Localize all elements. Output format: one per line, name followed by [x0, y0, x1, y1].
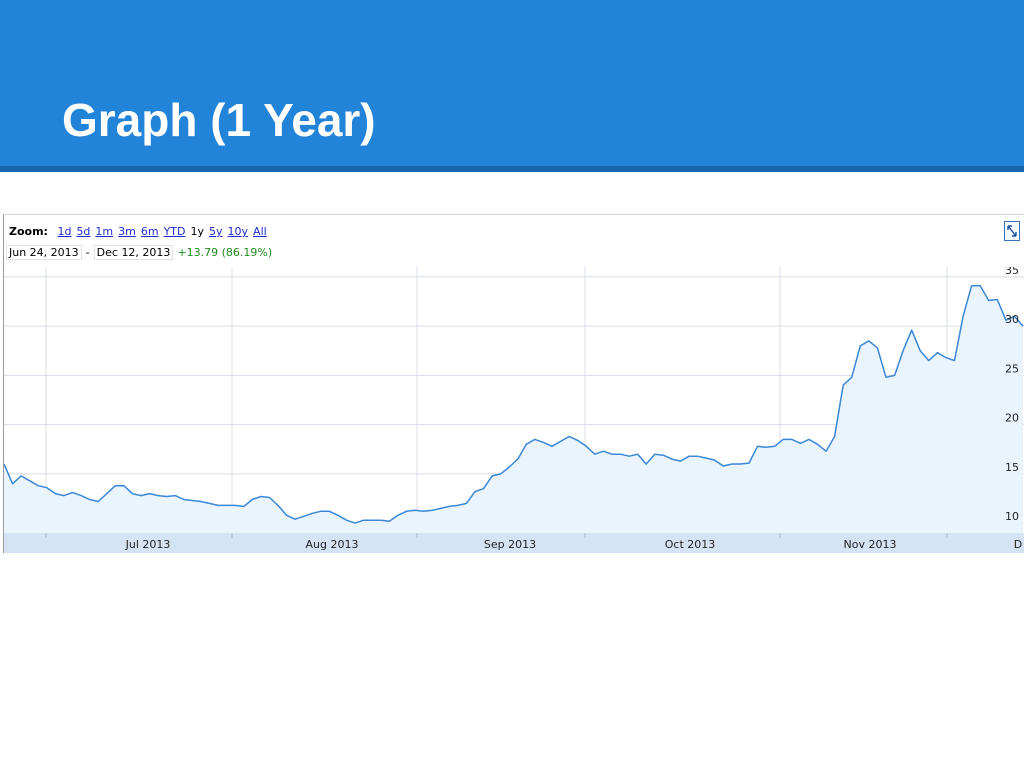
zoom-option-3m[interactable]: 3m — [118, 225, 136, 238]
zoom-option-6m[interactable]: 6m — [140, 225, 159, 238]
zoom-option-5y[interactable]: 5y — [209, 225, 223, 238]
zoom-option-1y[interactable]: 1y — [190, 225, 205, 238]
zoom-option-1m[interactable]: 1m — [95, 225, 114, 238]
expand-button[interactable] — [1004, 221, 1020, 241]
zoom-label: Zoom: — [9, 225, 48, 238]
series-line — [4, 284, 1024, 524]
slide-header — [0, 0, 1024, 166]
zoom-option-ytd[interactable]: YTD — [163, 225, 186, 238]
series-area — [4, 285, 1023, 533]
y-tick-label: 35 — [1005, 267, 1019, 277]
y-tick-label: 20 — [1005, 412, 1019, 425]
x-axis-band — [4, 533, 1024, 553]
slide-title: Graph (1 Year) — [62, 94, 376, 146]
y-tick-label: 25 — [1005, 362, 1019, 375]
header-divider — [0, 166, 1024, 172]
zoom-option-1d[interactable]: 1d — [57, 225, 72, 238]
start-date-field[interactable]: Jun 24, 2013 — [6, 245, 82, 260]
x-tick-label: Aug 2013 — [306, 538, 359, 551]
stock-chart: Zoom: 1d 5d 1m 3m 6m YTD 1y 5y 10y All Jun 24, 20… — [3, 214, 1024, 553]
zoom-option-5d[interactable]: 5d — [76, 225, 91, 238]
x-tick-label: Nov 2013 — [844, 538, 897, 551]
x-tick-label: D — [1014, 538, 1022, 551]
expand-icon — [1007, 225, 1017, 237]
zoom-option-all[interactable]: All — [253, 225, 267, 238]
zoom-option-10y[interactable]: 10y — [227, 225, 249, 238]
x-tick-label: Oct 2013 — [665, 538, 716, 551]
y-tick-label: 15 — [1005, 461, 1019, 474]
date-separator: - — [85, 246, 90, 259]
plot-area: 35 30 25 20 15 10 Jul 2013 Aug 2013 Sep 2013 Oct … — [4, 267, 1024, 553]
date-range: Jun 24, 2013- Dec 12, 2013 +13.79 (86.19%) — [6, 245, 272, 260]
y-tick-label: 30 — [1005, 313, 1019, 326]
zoom-controls: Zoom: 1d 5d 1m 3m 6m YTD 1y 5y 10y All — [9, 225, 272, 238]
x-tick-label: Sep 2013 — [484, 538, 536, 551]
y-tick-label: 10 — [1005, 510, 1019, 523]
end-date-field[interactable]: Dec 12, 2013 — [93, 245, 174, 260]
x-tick-label: Jul 2013 — [125, 538, 171, 551]
price-change: +13.79 (86.19%) — [177, 246, 273, 259]
